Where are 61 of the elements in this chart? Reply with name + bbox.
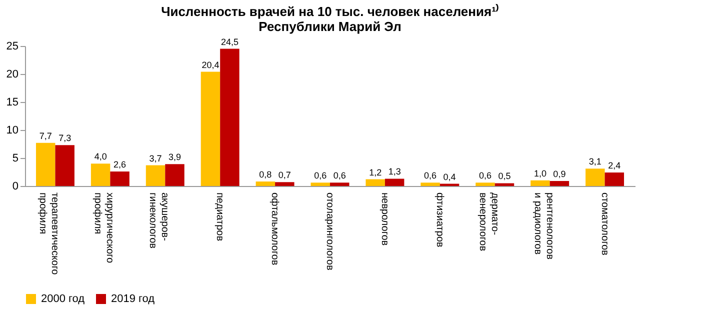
bar [476, 182, 495, 186]
x-tick-label: фтизиатров [434, 192, 445, 248]
x-tick-label: отоларингологов [324, 192, 335, 270]
text: Республики Марий Эл [258, 18, 402, 34]
y-tick-label: 5 [12, 152, 18, 164]
data-label: 0,6 [424, 170, 437, 181]
x-tick-label: неврологов [378, 192, 390, 246]
data-label: 1,3 [388, 166, 401, 177]
data-label: 0,8 [259, 170, 272, 180]
data-label: 1,0 [534, 168, 546, 178]
bar [90, 164, 110, 186]
data-label: 1,2 [369, 167, 382, 178]
bar [165, 164, 184, 186]
y-tick-label: 25 [6, 40, 18, 52]
data-label: 0,7 [278, 170, 291, 180]
bar [550, 180, 570, 186]
data-label: 24,5 [220, 36, 238, 47]
legend-label: 2000 год [41, 293, 86, 305]
x-tick-label: терапевтического профиля [37, 192, 60, 276]
bar [384, 178, 404, 186]
bar [366, 179, 385, 186]
y-tick-label: 20 [6, 68, 18, 80]
bar [55, 145, 74, 186]
data-label: 3,9 [168, 152, 182, 162]
bar [586, 168, 605, 186]
legend-label: 2019 год [111, 293, 156, 305]
bar [330, 182, 350, 186]
x-tick-label: педиатров [214, 192, 226, 242]
data-label: 4,0 [94, 152, 107, 162]
data-label: 7,7 [39, 130, 52, 141]
y-tick-label: 15 [6, 96, 18, 108]
data-label: 3,1 [588, 156, 602, 167]
data-label: 2,6 [114, 159, 126, 170]
bar [494, 183, 514, 186]
y-tick-label: 10 [6, 124, 18, 136]
x-tick-label: хирургического профиля [92, 192, 116, 264]
y-tick-label: 0 [12, 180, 18, 192]
data-label: 3,7 [149, 153, 162, 164]
bar [420, 182, 440, 186]
bar [310, 182, 330, 186]
bar [36, 142, 56, 186]
bar [146, 165, 166, 186]
data-label: 0,6 [333, 170, 346, 181]
data-label: 7,3 [58, 133, 72, 144]
bar [220, 48, 240, 186]
bar [110, 171, 130, 186]
bar [256, 182, 276, 186]
x-tick-label: стоматологов [598, 192, 610, 256]
data-label: 0,4 [443, 172, 456, 182]
data-label: 20,4 [202, 60, 220, 70]
x-tick-label: офтальмологов [269, 192, 280, 266]
bar [275, 182, 294, 186]
data-label: 0,9 [553, 168, 566, 179]
data-label: 0,6 [478, 170, 492, 181]
bar [604, 172, 624, 186]
bar [200, 72, 220, 186]
data-label: 0,5 [498, 171, 511, 182]
data-label: 2,4 [608, 160, 621, 171]
bar [530, 180, 550, 186]
data-label: 0,6 [314, 170, 327, 181]
text: Численность врачей на 10 тыс. человек населения¹⁾ [161, 4, 499, 19]
